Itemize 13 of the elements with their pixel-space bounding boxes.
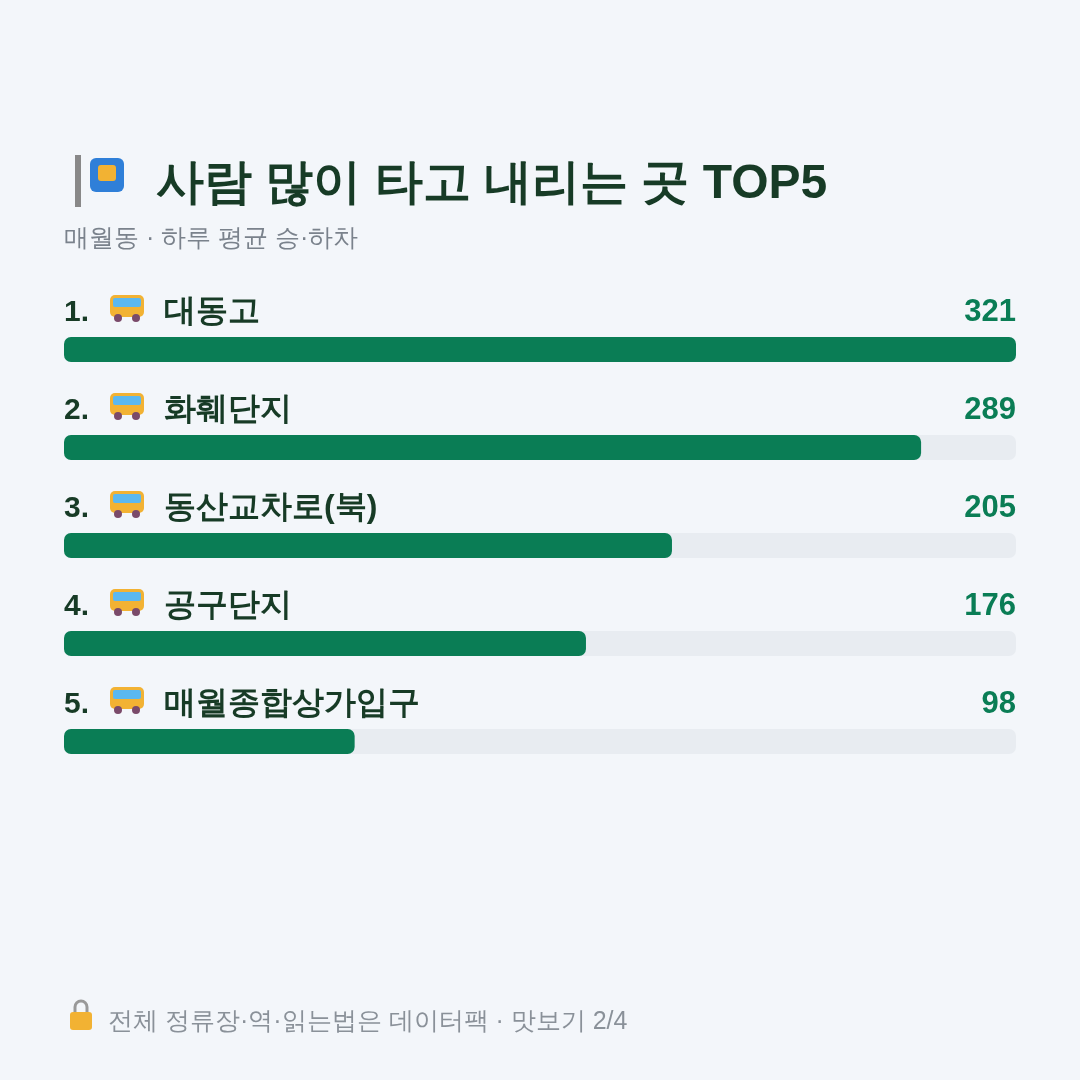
text: 전체 정류장·역·읽는법은 데이터팩 · 맛보기 2/4 bbox=[108, 1006, 628, 1034]
chart-title: 사람 많이 타고 내리는 곳 TOP5 bbox=[156, 155, 828, 208]
data-label: 321 bbox=[964, 293, 1016, 328]
category-label: 1. 대동고 bbox=[64, 292, 260, 328]
category-label: 3. 동산교차로(북) bbox=[64, 488, 378, 524]
category-label: 2. 화훼단지 bbox=[64, 390, 292, 426]
category-label: 5. 매월종합상가입구 bbox=[64, 684, 420, 720]
data-label: 176 bbox=[964, 587, 1016, 622]
data-label: 205 bbox=[964, 489, 1016, 524]
chart-subtitle: 매월동 · 하루 평균 승·하차 bbox=[64, 223, 359, 251]
category-label: 4. 공구단지 bbox=[64, 586, 292, 622]
data-label: 289 bbox=[964, 391, 1016, 426]
data-label: 98 bbox=[981, 685, 1016, 720]
